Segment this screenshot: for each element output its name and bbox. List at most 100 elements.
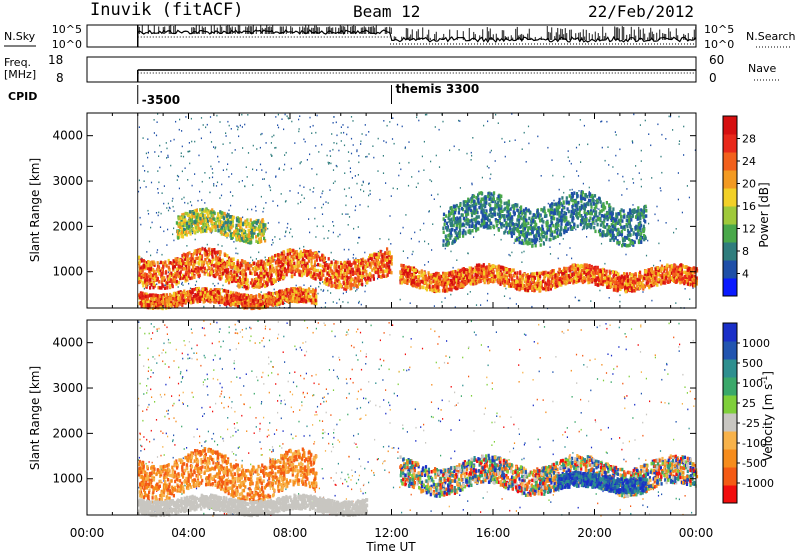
data-speckle (541, 175, 542, 177)
data-cell (350, 278, 352, 282)
data-speckle (456, 259, 457, 261)
data-cell (382, 270, 384, 274)
data-cell (187, 252, 189, 256)
data-cell (371, 254, 373, 258)
data-cell (615, 285, 617, 289)
beam-label: Beam 12 (353, 2, 420, 21)
data-speckle (414, 232, 415, 234)
data-speckle (480, 304, 481, 306)
data-speckle (279, 238, 280, 240)
data-cell (179, 296, 181, 300)
data-speckle (504, 141, 505, 143)
data-speckle (487, 293, 488, 295)
data-cell (201, 270, 203, 274)
data-speckle (182, 282, 183, 284)
data-cell (383, 264, 385, 268)
data-cell (250, 295, 252, 299)
data-cell (244, 278, 246, 282)
data-cell (258, 285, 260, 289)
data-speckle (383, 155, 384, 157)
data-cell (160, 261, 162, 265)
data-speckle (418, 171, 419, 173)
data-speckle (261, 196, 262, 198)
data-cell (365, 265, 367, 269)
data-speckle (615, 131, 616, 133)
data-cell (158, 280, 160, 284)
data-speckle (428, 243, 429, 245)
data-speckle (434, 305, 435, 307)
data-cell (303, 249, 305, 253)
data-speckle (286, 152, 287, 154)
data-cell (235, 296, 237, 300)
data-speckle (166, 142, 167, 144)
data-speckle (524, 132, 525, 134)
data-cell (308, 253, 310, 256)
data-speckle (213, 183, 214, 185)
data-cell (260, 296, 262, 300)
data-speckle (351, 138, 352, 140)
data-speckle (579, 300, 580, 302)
data-speckle (256, 169, 257, 171)
data-speckle (330, 163, 331, 165)
data-cell (296, 256, 298, 260)
data-speckle (239, 181, 240, 183)
data-speckle (642, 291, 643, 293)
data-speckle (256, 258, 257, 260)
data-speckle (168, 203, 169, 205)
data-speckle (358, 226, 359, 228)
data-cell (362, 272, 364, 276)
data-speckle (389, 121, 390, 123)
nsky-tick-top: 10^5 (52, 23, 82, 36)
data-speckle (182, 284, 183, 286)
data-cell (237, 279, 239, 283)
data-cell (285, 298, 287, 302)
data-cell (380, 260, 382, 264)
data-speckle (578, 300, 579, 302)
data-speckle (300, 201, 301, 203)
data-cell (257, 260, 259, 264)
data-speckle (429, 179, 430, 181)
data-cell (287, 253, 289, 256)
data-speckle (218, 244, 219, 246)
data-cell (388, 265, 390, 269)
data-speckle (646, 255, 647, 257)
data-cell (208, 248, 210, 252)
data-speckle (423, 169, 424, 171)
data-speckle (431, 181, 432, 183)
data-cell (183, 290, 185, 294)
data-cell (317, 263, 319, 267)
data-speckle (363, 181, 364, 183)
data-speckle (230, 191, 231, 193)
data-cell (148, 304, 150, 308)
data-speckle (320, 196, 321, 198)
data-cell (176, 302, 178, 306)
data-speckle (355, 290, 356, 292)
data-cell (301, 298, 303, 302)
data-speckle (275, 147, 276, 149)
data-speckle (316, 265, 317, 267)
data-speckle (288, 118, 289, 120)
data-cell (310, 299, 312, 303)
data-cell (230, 291, 232, 295)
data-speckle (661, 172, 662, 174)
data-speckle (238, 127, 239, 129)
data-cell (303, 267, 305, 271)
data-cell (231, 275, 233, 279)
data-cell (176, 273, 178, 277)
data-speckle (251, 209, 252, 211)
data-speckle (363, 191, 364, 193)
data-speckle (256, 148, 257, 150)
data-speckle (598, 208, 599, 210)
data-cell (169, 275, 171, 279)
data-speckle (365, 156, 366, 158)
data-speckle (151, 182, 152, 184)
data-speckle (147, 171, 148, 173)
data-speckle (315, 132, 316, 134)
data-cell (262, 306, 264, 310)
data-speckle (437, 194, 438, 196)
data-speckle (149, 241, 150, 243)
data-speckle (216, 185, 217, 187)
data-speckle (287, 227, 288, 229)
data-speckle (515, 139, 516, 141)
data-cell (219, 252, 221, 256)
